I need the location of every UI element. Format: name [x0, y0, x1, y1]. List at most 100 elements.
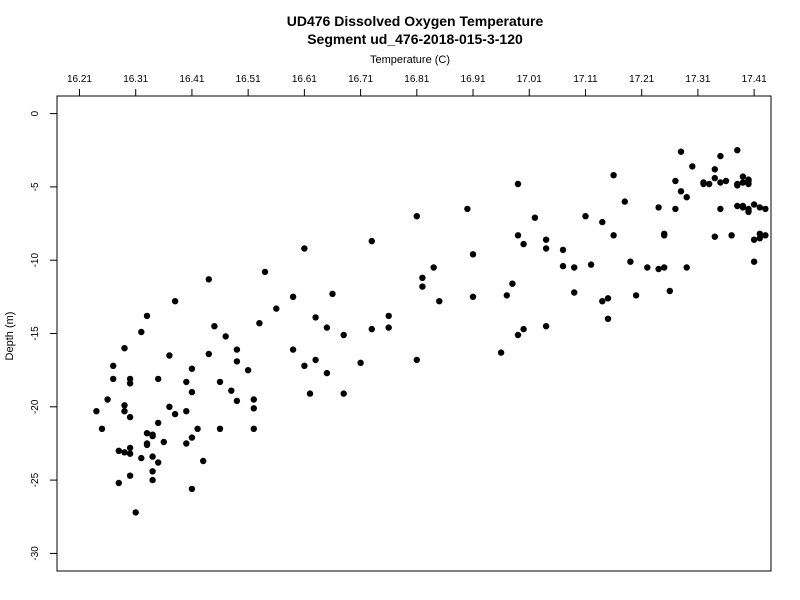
data-point: [149, 453, 156, 460]
data-point: [188, 365, 196, 372]
y-axis: 0 -5 -10 -15 -20 -25 -30: [30, 110, 58, 561]
data-point: [244, 367, 252, 374]
data-point: [126, 472, 134, 479]
data-point: [323, 324, 331, 331]
data-point: [385, 312, 392, 320]
data-point: [734, 182, 741, 189]
data-point: [745, 208, 752, 215]
data-point: [689, 163, 696, 170]
data-point: [216, 425, 224, 432]
data-point: [621, 198, 628, 205]
data-point: [188, 485, 196, 493]
data-point: [700, 179, 707, 186]
data-point: [149, 431, 156, 438]
data-point: [233, 397, 241, 405]
data-point: [599, 218, 606, 226]
y-tick-label: -15: [30, 326, 41, 341]
data-point: [166, 352, 173, 359]
data-point: [739, 179, 747, 186]
data-point: [368, 325, 375, 333]
x-tick-label: 17.11: [573, 74, 598, 85]
data-point: [599, 298, 606, 305]
data-point: [200, 457, 207, 465]
data-point: [587, 261, 595, 268]
data-point: [711, 166, 718, 173]
data-point: [121, 449, 128, 456]
data-point: [413, 213, 420, 220]
data-point: [250, 396, 257, 403]
data-point: [666, 287, 673, 295]
x-tick-label: 16.71: [348, 74, 373, 85]
data-point: [155, 419, 162, 427]
data-point: [762, 205, 769, 213]
data-point: [711, 233, 718, 240]
data-point: [531, 214, 539, 221]
data-point: [149, 476, 156, 484]
y-tick-label: -5: [30, 182, 41, 191]
data-point: [273, 305, 280, 312]
data-point: [683, 264, 690, 271]
y-axis-label: Depth (m): [4, 312, 16, 361]
data-point: [171, 410, 179, 418]
data-point: [706, 180, 713, 188]
data-point: [171, 298, 179, 305]
data-points: [93, 147, 769, 516]
data-point: [469, 293, 477, 300]
data-point: [436, 298, 443, 305]
data-point: [138, 328, 145, 336]
data-point: [340, 390, 347, 397]
data-point: [559, 262, 567, 270]
data-point: [357, 359, 364, 366]
data-point: [233, 358, 241, 365]
data-point: [126, 375, 134, 383]
y-tick-label: -20: [30, 399, 41, 414]
data-point: [121, 408, 128, 415]
data-point: [132, 509, 139, 516]
data-point: [582, 213, 589, 220]
data-point: [762, 232, 769, 239]
x-tick-label: 17.21: [629, 74, 654, 85]
data-point: [745, 176, 752, 183]
data-point: [419, 283, 426, 290]
data-point: [756, 230, 763, 237]
data-point: [661, 232, 668, 239]
data-point: [717, 205, 724, 213]
data-point: [610, 232, 617, 239]
data-point: [520, 325, 527, 333]
data-point: [711, 174, 718, 182]
x-tick-label: 16.41: [179, 74, 204, 85]
data-point: [739, 173, 747, 180]
data-point: [126, 413, 134, 421]
data-point: [143, 441, 151, 449]
x-tick-label: 16.21: [67, 74, 92, 85]
data-point: [306, 390, 314, 397]
data-point: [413, 356, 420, 364]
data-point: [312, 314, 319, 321]
data-point: [604, 315, 612, 322]
data-point: [655, 265, 662, 273]
data-point: [734, 147, 741, 154]
data-point: [750, 236, 758, 243]
data-point: [98, 425, 106, 432]
x-tick-label: 16.81: [404, 74, 429, 85]
data-point: [126, 444, 134, 452]
data-point: [514, 331, 522, 339]
data-point: [469, 251, 477, 258]
data-point: [340, 331, 347, 339]
data-point: [559, 246, 567, 254]
data-point: [216, 378, 224, 386]
data-point: [289, 346, 297, 353]
data-point: [756, 204, 763, 211]
x-tick-label: 17.01: [517, 74, 542, 85]
data-point: [610, 172, 617, 179]
x-tick-label: 17.31: [685, 74, 710, 85]
data-point: [188, 434, 196, 441]
data-point: [430, 264, 437, 271]
data-point: [250, 425, 257, 432]
data-point: [677, 188, 685, 195]
data-point: [194, 425, 201, 432]
data-point: [301, 362, 308, 369]
data-point: [672, 205, 679, 213]
data-point: [323, 369, 331, 377]
y-tick-label: -25: [30, 472, 41, 487]
